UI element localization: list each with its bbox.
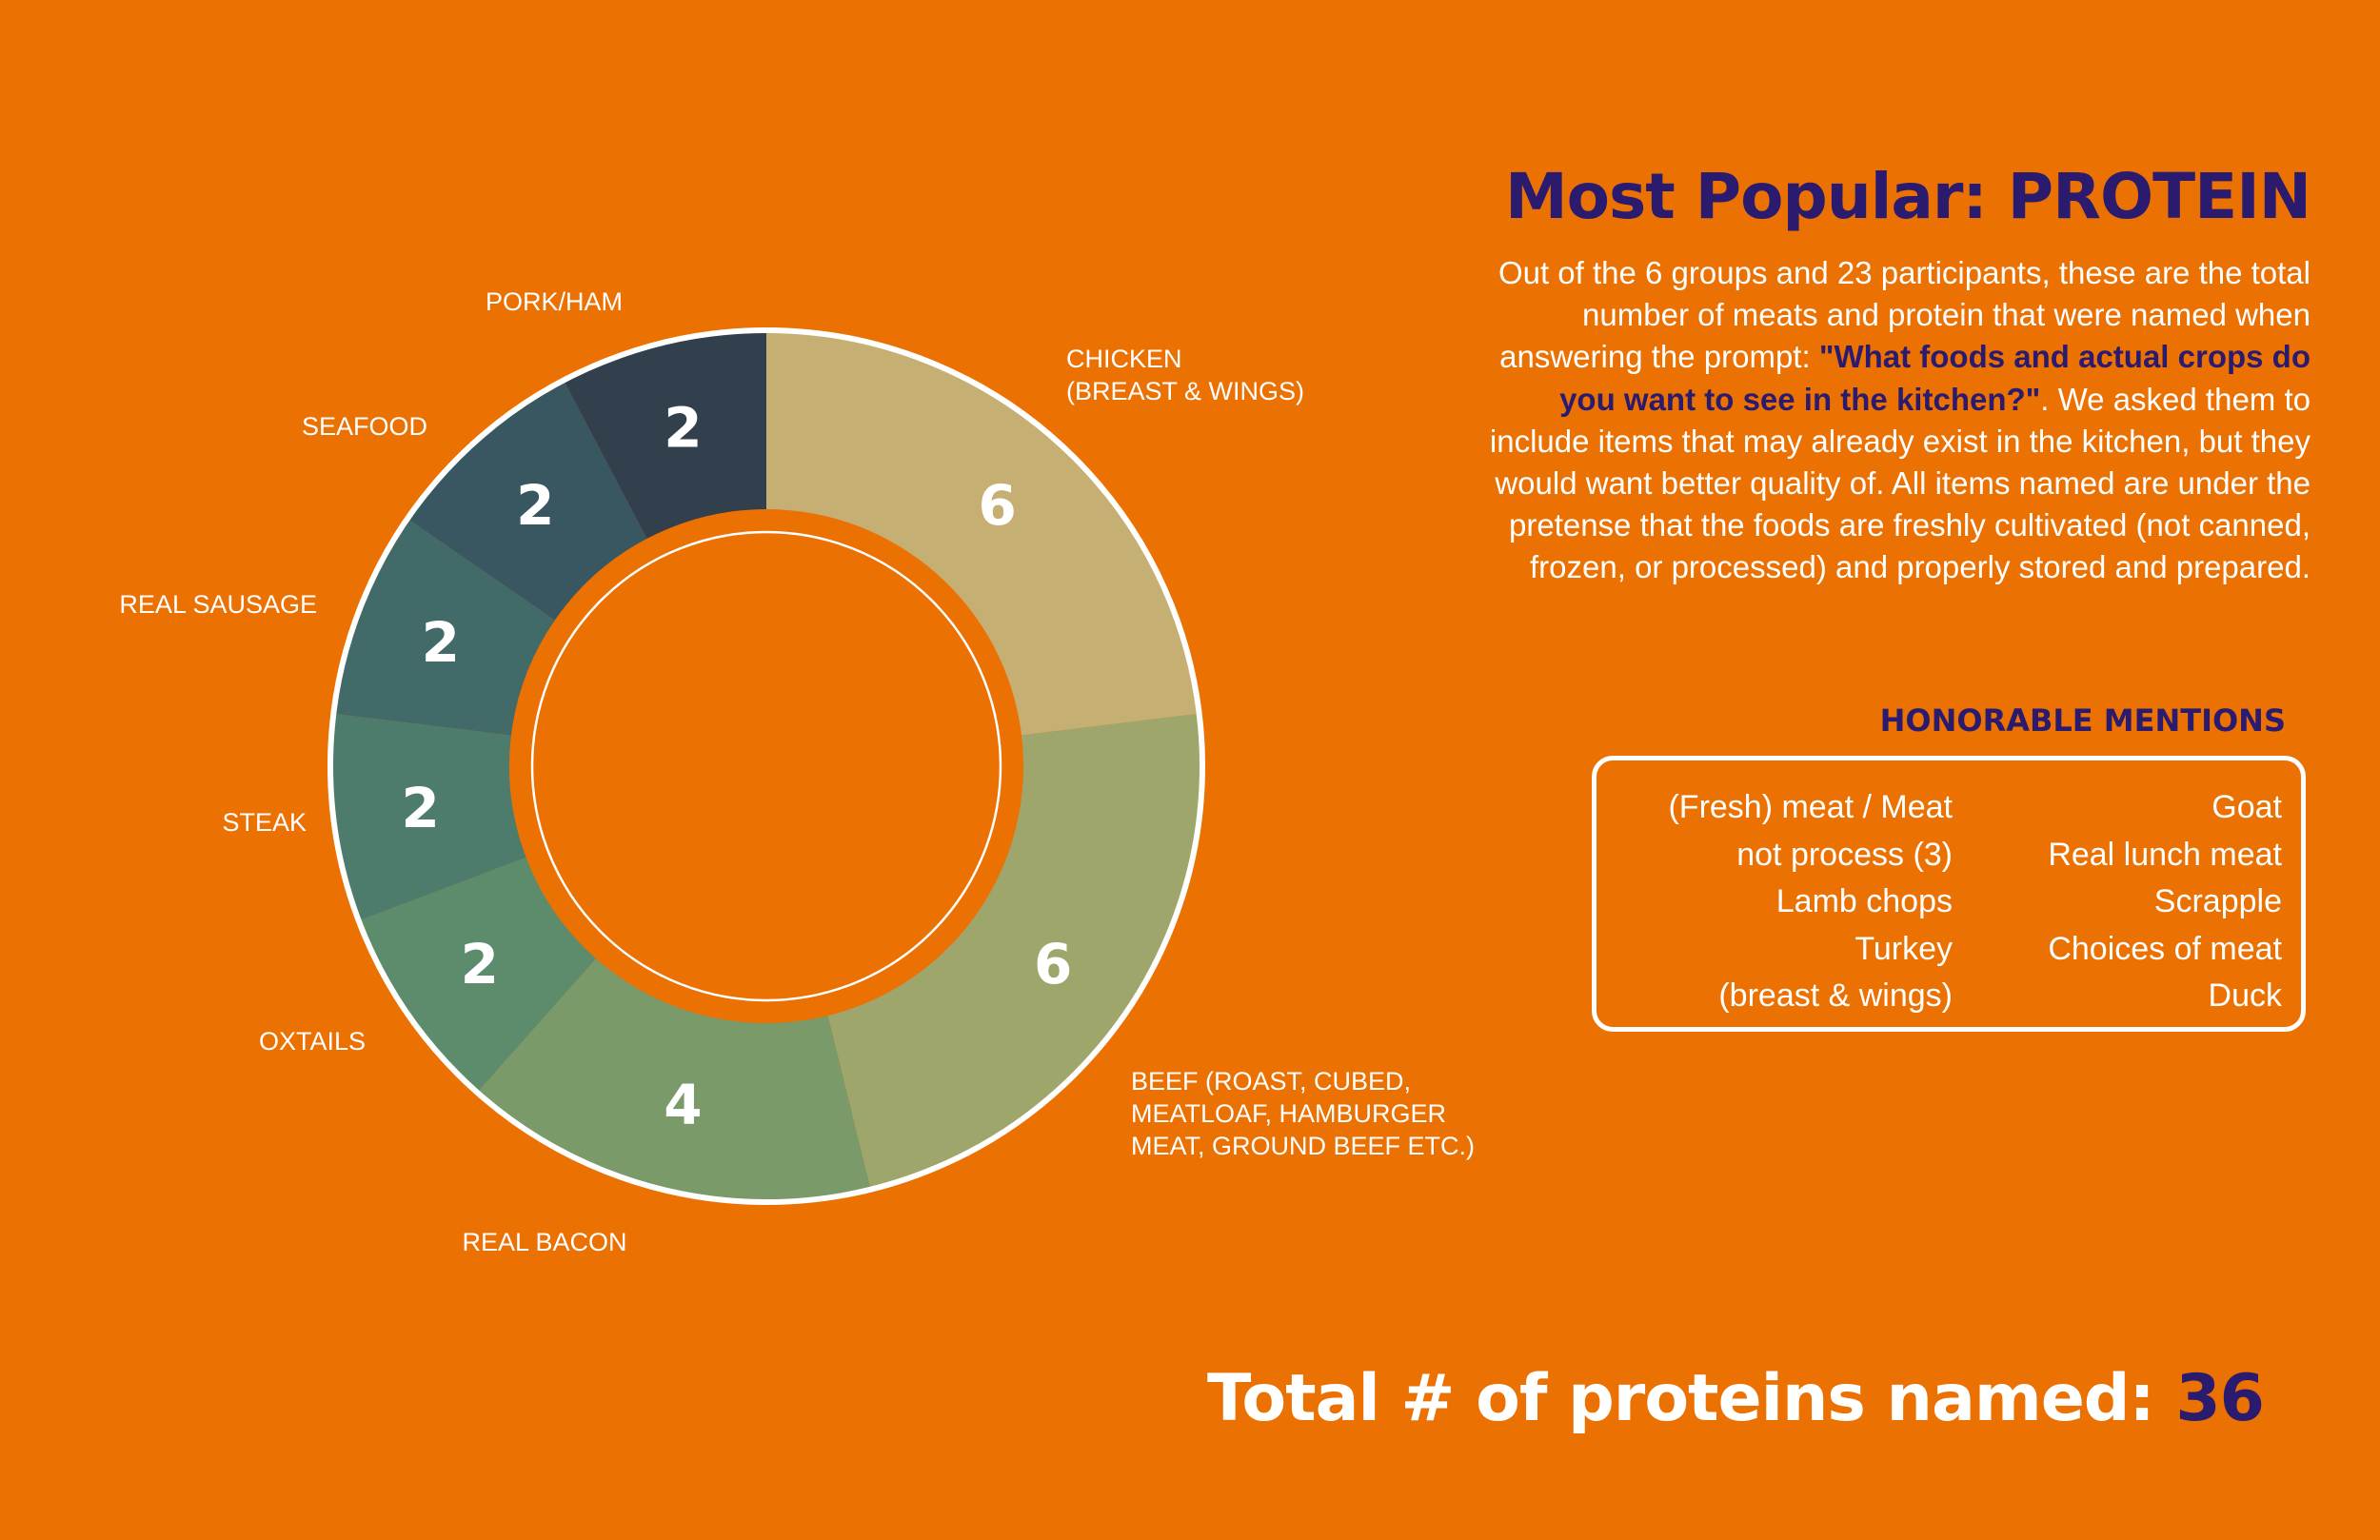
category-label: BEEF (ROAST, CUBED, MEATLOAF, HAMBURGER ME… — [1131, 1067, 1475, 1160]
inner-ring — [530, 530, 1002, 1002]
mention-item: Duck — [2208, 977, 2282, 1014]
slice-value-label: 2 — [422, 610, 460, 675]
honorable-mentions-box: (Fresh) meat / Meat not process (3) Lamb… — [1592, 756, 2306, 1032]
total-proteins: Total # of proteins named: 36 — [1207, 1361, 2265, 1436]
description-text-end: . We asked them to include items that ma… — [1489, 381, 2311, 585]
mention-item: Choices of meat — [2048, 930, 2282, 967]
mention-item: Real lunch meat — [2048, 836, 2282, 873]
mention-item: Lamb chops — [1775, 883, 1953, 919]
slice-4 — [329, 713, 526, 921]
honorable-mentions-left: (Fresh) meat / Meat not process (3) Lamb… — [1668, 784, 1953, 1020]
total-value: 36 — [2175, 1361, 2265, 1436]
slice-5 — [333, 518, 555, 736]
category-label: REAL BACON — [462, 1228, 626, 1256]
slice-value-label: 6 — [1034, 932, 1072, 997]
slice-value-label: 2 — [461, 932, 499, 997]
category-label: SEAFOOD — [302, 412, 427, 441]
chart-title: Most Popular: PROTEIN — [1504, 160, 2311, 233]
mention-item: Scrapple — [2153, 883, 2282, 919]
mention-item: Goat — [2211, 789, 2282, 825]
slice-0 — [766, 330, 1200, 736]
slice-value-label: 2 — [401, 776, 439, 840]
description-prompt: "What foods and actual crops do you want… — [1559, 339, 2311, 417]
slice-6 — [407, 380, 647, 621]
description: Out of the 6 groups and 23 participants,… — [1454, 252, 2311, 589]
total-label: Total # of proteins named: — [1207, 1361, 2176, 1436]
honorable-mentions-title: HONORABLE MENTIONS — [1879, 702, 2286, 739]
outer-ring — [327, 327, 1205, 1205]
slice-value-label: 4 — [664, 1072, 702, 1136]
slice-1 — [827, 713, 1202, 1190]
honorable-mentions-right: Goat Real lunch meat Scrapple Choices of… — [2048, 784, 2282, 1020]
slice-2 — [477, 958, 871, 1202]
mention-item: not process (3) — [1736, 836, 1953, 873]
category-label: STEAK — [222, 808, 307, 837]
mention-item: (breast & wings) — [1718, 977, 1953, 1014]
category-label: CHICKEN (BREAST & WINGS) — [1066, 345, 1304, 405]
mention-item: (Fresh) meat / Meat — [1668, 789, 1953, 825]
slice-value-label: 2 — [664, 396, 702, 461]
description-text: Out of the 6 groups and 23 participants,… — [1497, 255, 2311, 375]
slice-7 — [564, 330, 766, 539]
slice-3 — [358, 857, 596, 1093]
mention-item: Turkey — [1854, 930, 1953, 967]
category-label: REAL SAUSAGE — [119, 590, 317, 619]
slice-value-label: 2 — [516, 473, 554, 538]
slice-value-label: 6 — [979, 473, 1017, 538]
category-label: PORK/HAM — [486, 287, 623, 316]
category-label: OXTAILS — [259, 1027, 366, 1056]
